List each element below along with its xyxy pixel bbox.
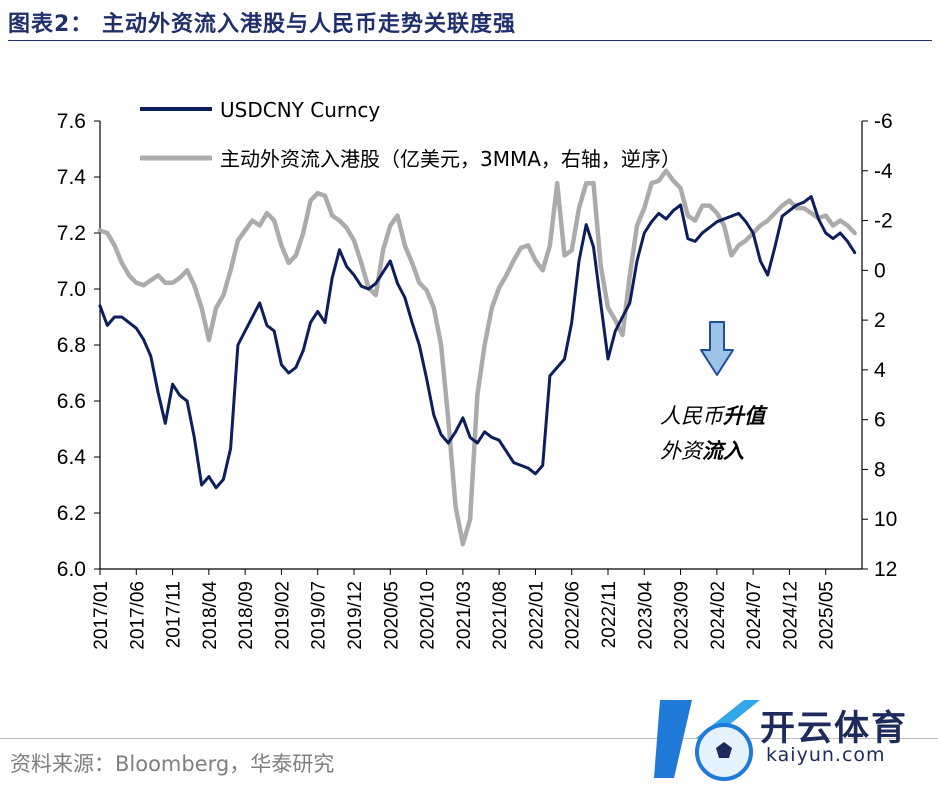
watermark-k-icon	[654, 700, 760, 781]
legend-label-flows: 主动外资流入港股（亿美元，3MMA，右轴，逆序）	[220, 147, 681, 171]
chart-series	[97, 168, 857, 547]
source-divider	[0, 738, 938, 739]
series-line-foreign-flows	[97, 168, 857, 547]
x-tick-label: 2019/07	[309, 581, 330, 650]
figure-title: 图表2： 主动外资流入港股与人民币走势关联度强	[8, 12, 516, 37]
x-tick-label: 2021/08	[490, 581, 511, 650]
x-tick-label: 2022/06	[563, 581, 584, 650]
right-tick-label: 0	[874, 259, 886, 282]
left-tick-label: 6.0	[57, 558, 86, 581]
x-tick-label: 2017/06	[127, 581, 148, 650]
left-tick-label: 7.6	[57, 110, 86, 133]
x-tick-label: 2017/01	[91, 581, 112, 650]
right-tick-label: -6	[874, 110, 893, 133]
source-note: 资料来源：Bloomberg，华泰研究	[10, 752, 335, 776]
x-tick-label: 2019/12	[345, 581, 366, 650]
right-tick-label: 4	[874, 359, 886, 382]
watermark-logo: 开云体育 kaiyun.com	[652, 690, 938, 786]
x-tick-label: 2018/04	[200, 581, 221, 650]
watermark-brand: 开云体育	[760, 709, 909, 749]
right-tick-label: -4	[874, 160, 893, 183]
legend-label-usdcny: USDCNY Curncy	[220, 98, 380, 122]
x-tick-label: 2020/05	[381, 581, 402, 650]
right-tick-label: 2	[874, 309, 886, 332]
chart-axes	[99, 121, 863, 570]
x-tick-label: 2018/09	[236, 581, 257, 650]
x-tick-label: 2023/04	[635, 581, 656, 650]
left-tick-label: 7.0	[57, 278, 86, 301]
annotation-foreign-inflow: 外资流入	[660, 439, 744, 463]
x-tick-label: 2023/09	[672, 581, 693, 650]
legend: USDCNY Curncy 主动外资流入港股（亿美元，3MMA，右轴，逆序）	[140, 98, 681, 171]
x-tick-label: 2019/02	[272, 581, 293, 650]
x-tick-label: 2024/12	[780, 581, 801, 650]
x-tick-label: 2025/05	[817, 581, 838, 650]
right-tick-label: 10	[874, 508, 897, 531]
watermark-domain: kaiyun.com	[766, 744, 886, 766]
right-tick-label: 8	[874, 458, 886, 481]
x-tick-label: 2021/03	[454, 581, 475, 650]
chart-ticks: 7.6 7.4 7.2 7.0 6.8 6.6 6.4 6.2 6.0 -6 -4 -2 0 2 4 6 8 10…	[57, 110, 898, 650]
left-tick-label: 7.4	[57, 166, 87, 189]
annotation-arrow-icon	[700, 321, 734, 376]
x-tick-label: 2022/11	[599, 581, 620, 648]
right-tick-label: -2	[874, 210, 893, 233]
left-tick-label: 6.8	[57, 334, 86, 357]
x-tick-label: 2022/01	[526, 581, 547, 650]
x-tick-label: 2020/10	[418, 581, 439, 650]
left-tick-label: 7.2	[57, 222, 86, 245]
title-divider	[8, 40, 932, 41]
x-tick-label: 2024/07	[744, 581, 765, 650]
left-tick-label: 6.4	[57, 446, 87, 469]
line-chart: 7.6 7.4 7.2 7.0 6.8 6.6 6.4 6.2 6.0 -6 -4 -2 0 2 4 6 8 10…	[57, 98, 898, 650]
x-tick-label: 2024/02	[708, 581, 729, 650]
series-line-usdcny	[98, 195, 857, 490]
x-tick-label: 2017/11	[164, 581, 185, 648]
right-tick-label: 12	[874, 558, 897, 581]
right-tick-label: 6	[874, 409, 886, 432]
left-tick-label: 6.6	[57, 390, 86, 413]
left-tick-label: 6.2	[57, 502, 86, 525]
annotation-cny-appreciation: 人民币升值	[660, 404, 768, 428]
